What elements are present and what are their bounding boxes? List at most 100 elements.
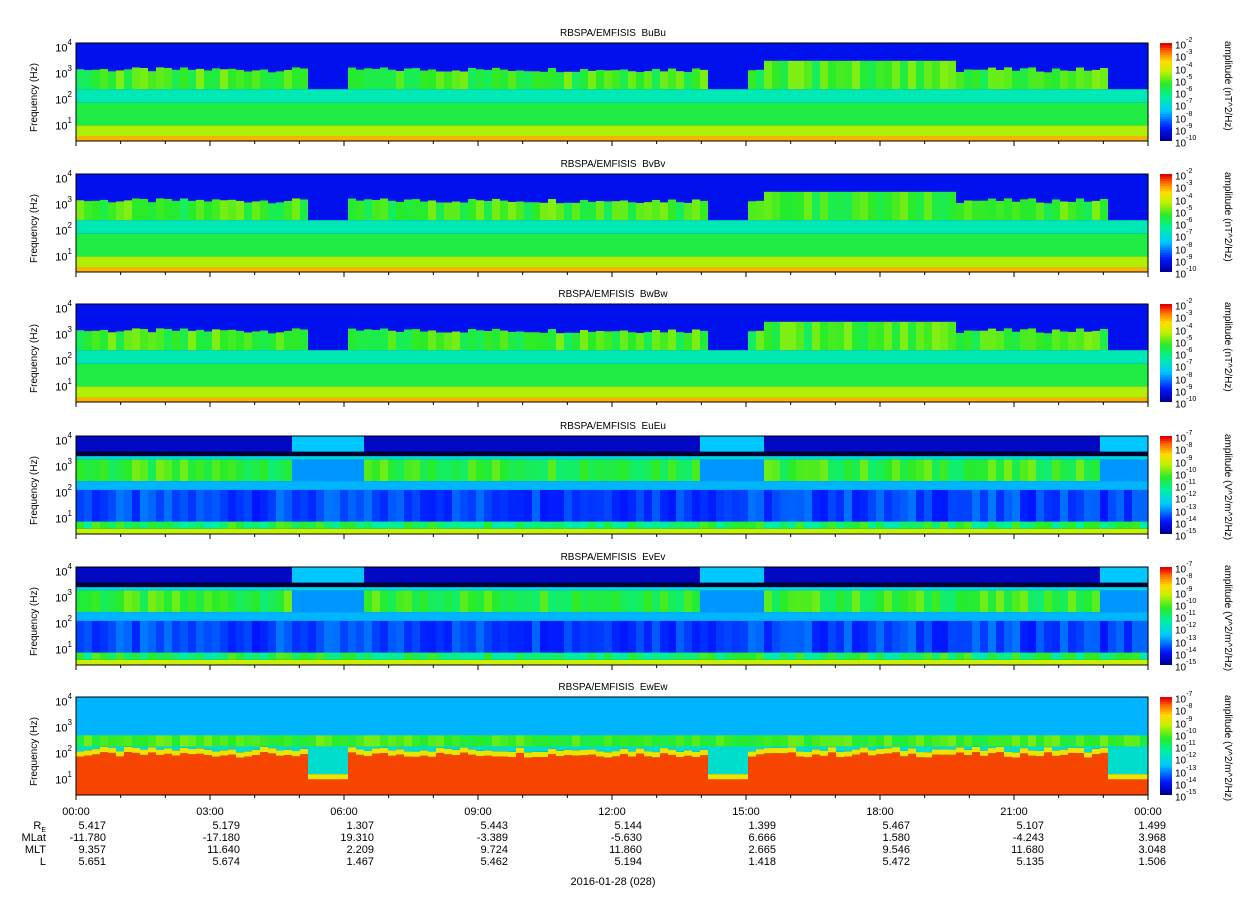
spectrogram-column bbox=[820, 43, 829, 141]
spectrogram-column bbox=[940, 304, 949, 402]
colorbar-tick-label: 10-9 bbox=[1175, 122, 1193, 138]
spectrogram-column bbox=[1100, 43, 1109, 141]
colorbar-step bbox=[1160, 375, 1172, 379]
colorbar-tick-label: 10-15 bbox=[1175, 528, 1197, 543]
spectrogram-column bbox=[644, 43, 653, 141]
spectrogram-column bbox=[500, 43, 509, 141]
colorbar-step bbox=[1160, 574, 1172, 578]
spectrogram-column bbox=[564, 304, 573, 402]
spectrogram-column bbox=[524, 304, 533, 402]
spectrogram-column bbox=[76, 567, 85, 665]
time-axis: 00:00 03:00 06:00 09:00 12:00 15:00 18:00 21:00… bbox=[0, 800, 1248, 899]
spectrogram-column bbox=[980, 436, 989, 534]
colorbar-step bbox=[1160, 397, 1172, 401]
spectrogram-column bbox=[932, 567, 941, 665]
spectrogram-column bbox=[228, 436, 237, 534]
colorbar-step bbox=[1160, 472, 1172, 476]
spectrogram-column bbox=[700, 697, 709, 795]
colorbar-step bbox=[1160, 399, 1172, 402]
spectrogram-column bbox=[1076, 304, 1085, 402]
spectrogram-column bbox=[492, 567, 501, 665]
spectrogram-column bbox=[1060, 436, 1069, 534]
colorbar-tick-label: 10-4 bbox=[1175, 192, 1193, 207]
spectrogram-column bbox=[1100, 567, 1109, 665]
colorbar-tick-label: 10-12 bbox=[1175, 491, 1197, 506]
spectrogram-column bbox=[828, 174, 837, 272]
spectrogram-column bbox=[1084, 436, 1093, 534]
colorbar-step bbox=[1160, 494, 1172, 498]
colorbar-step bbox=[1160, 55, 1172, 59]
colorbar-step bbox=[1160, 601, 1172, 605]
spectrogram-column bbox=[484, 567, 493, 665]
colorbar-step bbox=[1160, 114, 1172, 118]
colorbar-step bbox=[1160, 775, 1172, 779]
spectrogram-column bbox=[292, 436, 301, 534]
spectrogram-column bbox=[1092, 567, 1101, 665]
spectrogram-column bbox=[300, 567, 309, 665]
colorbar-step bbox=[1160, 367, 1172, 371]
spectrogram-column bbox=[900, 697, 909, 795]
spectrogram-column bbox=[788, 304, 797, 402]
spectrogram-column bbox=[1068, 436, 1077, 534]
spectrogram-column bbox=[924, 304, 933, 402]
ephemeris-value: 1.467 bbox=[346, 856, 374, 868]
spectrogram-column bbox=[436, 567, 445, 665]
spectrogram-column bbox=[732, 174, 741, 272]
spectrogram-column bbox=[332, 174, 341, 272]
spectrogram-column bbox=[828, 43, 837, 141]
spectrogram-column bbox=[492, 174, 501, 272]
spectrogram-column bbox=[516, 697, 525, 795]
spectrogram-column bbox=[604, 567, 613, 665]
spectrogram-column bbox=[308, 567, 317, 665]
colorbar-tick-label: 10-13 bbox=[1175, 634, 1197, 649]
colorbar-step bbox=[1160, 126, 1172, 130]
spectrogram-column bbox=[84, 567, 93, 665]
colorbar-step bbox=[1160, 67, 1172, 71]
spectrogram-column bbox=[396, 697, 405, 795]
spectrogram-column bbox=[540, 304, 549, 402]
spectrogram-column bbox=[948, 697, 957, 795]
spectrogram-column bbox=[388, 304, 397, 402]
spectrogram-column bbox=[748, 174, 757, 272]
colorbar bbox=[1160, 304, 1172, 402]
spectrogram-column bbox=[620, 174, 629, 272]
spectrogram-column bbox=[716, 567, 725, 665]
spectrogram-column bbox=[740, 697, 749, 795]
spectrogram-column bbox=[780, 567, 789, 665]
colorbar-tick-label: 10-8 bbox=[1175, 703, 1193, 718]
spectrogram-column bbox=[796, 436, 805, 534]
spectrogram-column bbox=[1068, 567, 1077, 665]
spectrogram-plot bbox=[75, 173, 1149, 277]
spectrogram-column bbox=[676, 567, 685, 665]
spectrogram-column bbox=[276, 567, 285, 665]
colorbar-step bbox=[1160, 43, 1172, 47]
colorbar-step bbox=[1160, 753, 1172, 757]
colorbar-step bbox=[1160, 240, 1172, 244]
spectrogram-column bbox=[964, 43, 973, 141]
spectrogram-column bbox=[668, 567, 677, 665]
colorbar-tick-label: 10-6 bbox=[1175, 347, 1193, 362]
colorbar-tick-label: 10-7 bbox=[1175, 691, 1193, 706]
spectrogram-column bbox=[580, 43, 589, 141]
colorbar-step bbox=[1160, 47, 1172, 51]
spectrogram-column bbox=[212, 43, 221, 141]
spectrogram-column bbox=[220, 43, 229, 141]
spectrogram-column bbox=[364, 436, 373, 534]
spectrogram-column bbox=[308, 436, 317, 534]
colorbar-step bbox=[1160, 136, 1172, 140]
spectrogram-column bbox=[1036, 436, 1045, 534]
spectrogram-column bbox=[780, 436, 789, 534]
spectrogram-column bbox=[1076, 174, 1085, 272]
colorbar-step bbox=[1160, 465, 1172, 469]
ephemeris-value: 3.968 bbox=[1138, 832, 1166, 844]
colorbar-step bbox=[1160, 455, 1172, 459]
spectrogram-column bbox=[444, 697, 453, 795]
spectrogram-column bbox=[764, 43, 773, 141]
spectrogram-column bbox=[516, 304, 525, 402]
spectrogram-column bbox=[468, 174, 477, 272]
spectrogram-column bbox=[1124, 697, 1133, 795]
spectrogram-column bbox=[116, 567, 125, 665]
spectrogram-column bbox=[1116, 174, 1125, 272]
y-tick-label: 101 bbox=[55, 769, 72, 787]
spectrogram-column bbox=[260, 304, 269, 402]
